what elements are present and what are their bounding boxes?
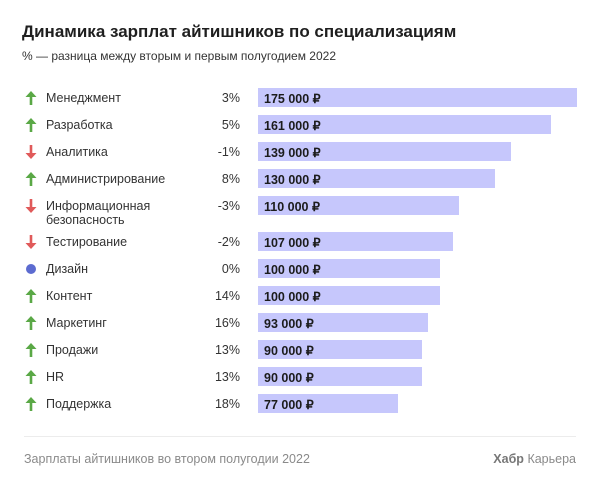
chart-row: Разработка 5% 161 000 ₽ (0, 114, 600, 141)
bar: 90 000 ₽ (258, 367, 423, 386)
chart-row: Администрирование 8% 130 000 ₽ (0, 168, 600, 195)
bar: 93 000 ₽ (258, 313, 428, 332)
bar: 139 000 ₽ (258, 142, 512, 161)
chart-row: Поддержка 18% 77 000 ₽ (0, 393, 600, 420)
bar-value-label: 175 000 ₽ (264, 92, 321, 106)
category-label: Администрирование (46, 172, 166, 186)
category-label: Тестирование (46, 235, 128, 249)
change-label: -3% (217, 199, 240, 213)
arrow-up-icon (24, 171, 38, 187)
arrow-up-icon (24, 369, 38, 385)
category-label: Маркетинг (46, 316, 107, 330)
change-label: -1% (217, 145, 240, 159)
category-label: Информационная безопасность (46, 199, 151, 227)
bar: 110 000 ₽ (258, 196, 459, 215)
bar-value-label: 161 000 ₽ (264, 119, 321, 133)
chart-row: HR 13% 90 000 ₽ (0, 366, 600, 393)
chart-title: Динамика зарплат айтишников по специализ… (22, 22, 457, 41)
bar: 100 000 ₽ (258, 259, 441, 278)
category-label: Аналитика (46, 145, 108, 159)
category-label: Поддержка (46, 397, 112, 411)
bar: 90 000 ₽ (258, 340, 423, 359)
chart-subtitle: % — разница между вторым и первым полуго… (22, 49, 337, 63)
bar-value-label: 90 000 ₽ (264, 344, 314, 358)
chart-row: Продажи 13% 90 000 ₽ (0, 339, 600, 366)
change-label: 5% (221, 118, 240, 132)
bar: 77 000 ₽ (258, 394, 399, 413)
chart-row: Контент 14% 100 000 ₽ (0, 285, 600, 312)
chart-row: Тестирование -2% 107 000 ₽ (0, 231, 600, 258)
bar-value-label: 100 000 ₽ (264, 263, 321, 277)
bar-value-label: 107 000 ₽ (264, 236, 321, 250)
category-label: Контент (46, 289, 93, 303)
bar-value-label: 93 000 ₽ (264, 317, 314, 331)
arrow-up-icon (24, 117, 38, 133)
arrow-down-icon (24, 144, 38, 160)
bar-value-label: 139 000 ₽ (264, 146, 321, 160)
arrow-up-icon (24, 90, 38, 106)
brand-rest: Карьера (527, 452, 576, 466)
chart-row: Дизайн 0% 100 000 ₽ (0, 258, 600, 285)
bar-value-label: 130 000 ₽ (264, 173, 321, 187)
category-label: Продажи (46, 343, 99, 357)
divider (24, 436, 576, 437)
change-label: 18% (214, 397, 240, 411)
bar: 107 000 ₽ (258, 232, 454, 251)
change-label: 14% (214, 289, 240, 303)
arrow-up-icon (24, 342, 38, 358)
bar-chart: Менеджмент 3% 175 000 ₽ Разработка 5% 161 000… (0, 87, 600, 420)
bar: 175 000 ₽ (258, 88, 577, 107)
bar: 100 000 ₽ (258, 286, 441, 305)
change-label: 3% (221, 91, 240, 105)
category-label: Дизайн (46, 262, 89, 276)
chart-row: Менеджмент 3% 175 000 ₽ (0, 87, 600, 114)
bar-value-label: 90 000 ₽ (264, 371, 314, 385)
change-label: 13% (214, 343, 240, 357)
change-label: 0% (221, 262, 240, 276)
bar: 161 000 ₽ (258, 115, 552, 134)
category-label: Разработка (46, 118, 113, 132)
category-label: Менеджмент (46, 91, 121, 105)
change-label: 16% (214, 316, 240, 330)
bar-value-label: 110 000 ₽ (264, 200, 320, 214)
category-label: HR (46, 370, 65, 384)
brand-logo: Хабр Карьера (493, 452, 576, 466)
arrow-down-icon (24, 234, 38, 250)
chart-row: Аналитика -1% 139 000 ₽ (0, 141, 600, 168)
arrow-down-icon (24, 198, 38, 214)
change-label: 13% (214, 370, 240, 384)
chart-row: Маркетинг 16% 93 000 ₽ (0, 312, 600, 339)
arrow-up-icon (24, 315, 38, 331)
bar-value-label: 77 000 ₽ (264, 398, 314, 412)
arrow-up-icon (24, 288, 38, 304)
source-caption: Зарплаты айтишников во втором полугодии … (24, 452, 310, 466)
dot-icon (24, 261, 38, 277)
brand-bold: Хабр (493, 452, 524, 466)
arrow-up-icon (24, 396, 38, 412)
bar: 130 000 ₽ (258, 169, 495, 188)
bar-value-label: 100 000 ₽ (264, 290, 321, 304)
change-label: 8% (221, 172, 240, 186)
change-label: -2% (217, 235, 240, 249)
chart-row: Информационная безопасность -3% 110 000 ₽ (0, 195, 600, 231)
